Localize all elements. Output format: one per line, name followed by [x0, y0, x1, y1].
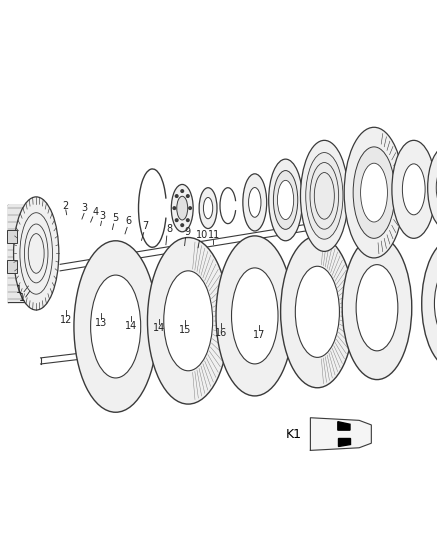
Polygon shape [311, 418, 371, 450]
Ellipse shape [249, 188, 261, 217]
Ellipse shape [353, 147, 395, 238]
Text: 8: 8 [166, 224, 172, 233]
Circle shape [189, 207, 191, 209]
Ellipse shape [310, 163, 339, 229]
Text: 14: 14 [125, 321, 137, 330]
Ellipse shape [342, 236, 412, 379]
Ellipse shape [268, 159, 303, 241]
Ellipse shape [300, 140, 348, 252]
Text: 16: 16 [215, 328, 227, 337]
Text: 17: 17 [253, 330, 265, 340]
Ellipse shape [277, 180, 294, 220]
Ellipse shape [403, 164, 425, 215]
Text: 11: 11 [208, 230, 220, 240]
Ellipse shape [434, 264, 438, 343]
Ellipse shape [344, 127, 404, 258]
Ellipse shape [177, 196, 188, 220]
Ellipse shape [295, 266, 339, 358]
Circle shape [175, 195, 178, 197]
Ellipse shape [306, 152, 343, 239]
Text: 4: 4 [92, 207, 99, 217]
Ellipse shape [74, 241, 157, 412]
Text: 3: 3 [81, 203, 87, 213]
Text: 12: 12 [60, 314, 72, 325]
Ellipse shape [203, 198, 213, 219]
Circle shape [187, 195, 189, 197]
Ellipse shape [427, 147, 438, 229]
Text: K1: K1 [285, 427, 301, 441]
Circle shape [181, 190, 184, 192]
Ellipse shape [281, 236, 354, 388]
Circle shape [175, 219, 178, 222]
Ellipse shape [91, 275, 141, 378]
Ellipse shape [164, 271, 212, 371]
Ellipse shape [14, 197, 59, 310]
Text: 3: 3 [100, 211, 106, 221]
Circle shape [187, 219, 189, 222]
FancyBboxPatch shape [7, 230, 17, 243]
Circle shape [173, 207, 176, 209]
Text: 9: 9 [184, 227, 191, 237]
Text: 14: 14 [153, 324, 165, 333]
Ellipse shape [356, 264, 398, 351]
Text: 10: 10 [195, 230, 208, 240]
Ellipse shape [273, 171, 298, 229]
Ellipse shape [243, 174, 267, 231]
Ellipse shape [360, 163, 388, 222]
Ellipse shape [171, 184, 193, 232]
Ellipse shape [422, 238, 438, 369]
Text: 1: 1 [19, 293, 25, 303]
Text: 6: 6 [126, 216, 132, 226]
Text: 7: 7 [142, 221, 148, 231]
Text: 1: 1 [16, 286, 22, 295]
Ellipse shape [216, 236, 293, 396]
Polygon shape [338, 438, 350, 447]
Ellipse shape [392, 140, 436, 238]
Text: 2: 2 [63, 201, 69, 212]
Ellipse shape [232, 268, 278, 364]
Text: 15: 15 [179, 326, 191, 335]
FancyBboxPatch shape [7, 260, 17, 273]
Ellipse shape [314, 173, 334, 219]
Ellipse shape [148, 238, 229, 404]
Circle shape [181, 224, 184, 227]
Ellipse shape [436, 166, 438, 209]
Polygon shape [8, 205, 36, 302]
Ellipse shape [199, 188, 217, 229]
Polygon shape [338, 422, 350, 430]
Text: 5: 5 [112, 213, 119, 223]
Text: 13: 13 [95, 318, 107, 328]
